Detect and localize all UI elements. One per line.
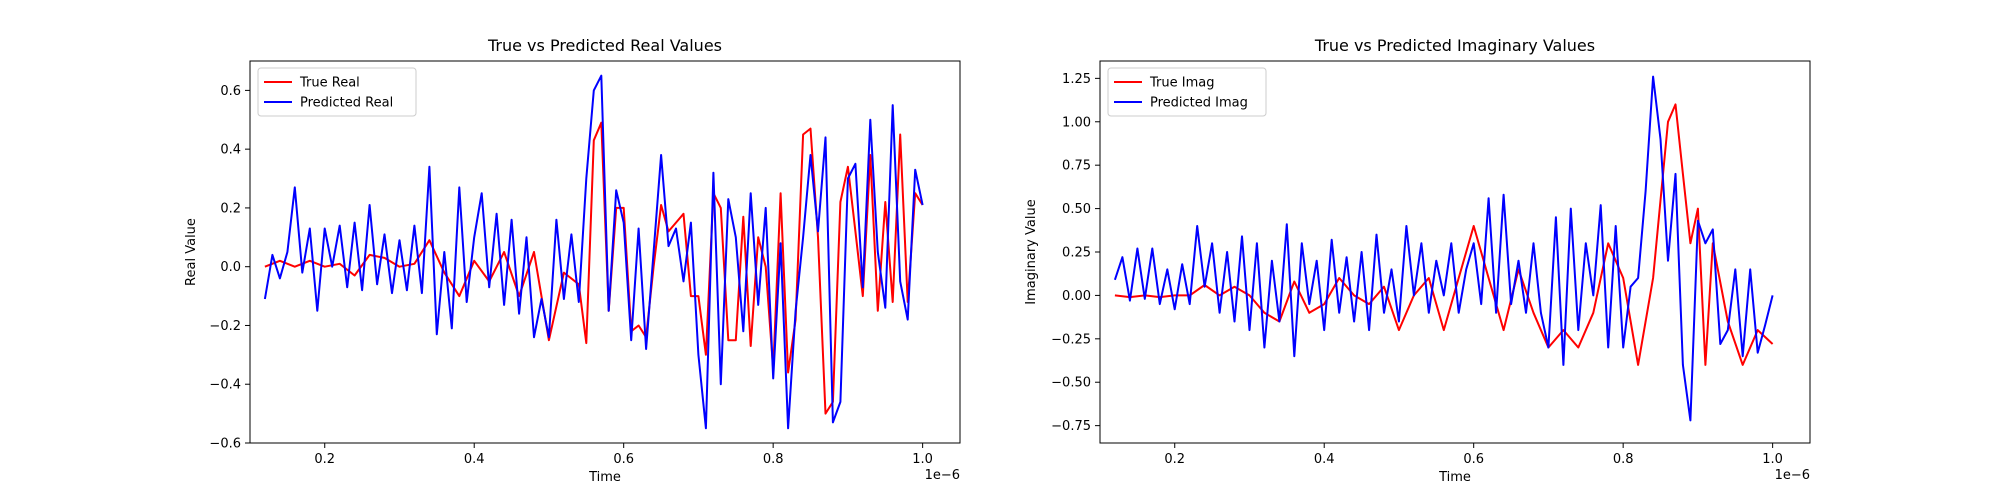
- y-tick-label: −0.75: [1051, 419, 1091, 434]
- x-offset-label: 1e−6: [1775, 468, 1810, 483]
- y-tick-label: 0.4: [220, 143, 241, 158]
- series-line-1: [1113, 75, 1774, 422]
- x-tick-label: 0.2: [314, 452, 335, 467]
- x-tick-label: 0.4: [464, 452, 485, 467]
- series-line-0: [1114, 103, 1774, 366]
- y-tick-label: −0.6: [209, 437, 241, 452]
- y-tick-label: 1.00: [1062, 115, 1091, 130]
- x-tick-label: 0.2: [1164, 452, 1185, 467]
- x-tick-label: 1.0: [912, 452, 933, 467]
- legend-label: Predicted Real: [300, 96, 393, 111]
- y-tick-label: 0.50: [1062, 202, 1091, 217]
- x-tick-label: 1.0: [1762, 452, 1783, 467]
- y-tick-label: 0.75: [1062, 159, 1091, 174]
- y-tick-label: 0.25: [1062, 246, 1091, 261]
- legend-label: Predicted Imag: [1150, 96, 1248, 111]
- y-tick-label: −0.50: [1051, 376, 1091, 391]
- chart-imaginary-values: 0.2 0.4 0.6 0.8 1.0 −0.75 −0.50 −0.25 0.00 0.25 0.…: [1024, 36, 1811, 485]
- legend-label: True Real: [299, 76, 360, 91]
- plot-area: [1099, 60, 1811, 444]
- x-offset-label: 1e−6: [925, 468, 960, 483]
- y-tick-label: −0.2: [209, 319, 241, 334]
- x-axis-label: Time: [588, 470, 621, 485]
- legend: True Imag Predicted Imag: [1107, 67, 1267, 117]
- y-tick-label: −0.4: [209, 378, 241, 393]
- y-tick-label: 0.6: [220, 84, 241, 99]
- chart-title: True vs Predicted Real Values: [487, 36, 722, 55]
- y-tick-label: −0.25: [1051, 332, 1091, 347]
- legend-box: [1107, 67, 1267, 117]
- series-line-1: [263, 74, 924, 430]
- legend-box: [257, 67, 417, 117]
- x-tick-label: 0.8: [1613, 452, 1634, 467]
- chart-real-values: 0.2 0.4 0.6 0.8 1.0 −0.6 −0.4 −0.2 0.0 0.2 0.4 0.6 T…: [184, 36, 961, 485]
- x-tick-label: 0.4: [1314, 452, 1335, 467]
- y-tick-label: 0.0: [220, 260, 241, 275]
- x-tick-label: 0.6: [613, 452, 634, 467]
- x-tick-label: 0.8: [763, 452, 784, 467]
- y-tick-label: 1.25: [1062, 72, 1091, 87]
- legend: True Real Predicted Real: [257, 67, 417, 117]
- y-tick-label: 0.00: [1062, 289, 1091, 304]
- legend-label: True Imag: [1149, 76, 1214, 91]
- chart-title: True vs Predicted Imaginary Values: [1314, 36, 1595, 55]
- y-tick-label: 0.2: [220, 201, 241, 216]
- x-axis-label: Time: [1438, 470, 1471, 485]
- y-axis-label: Imaginary Value: [1024, 199, 1039, 304]
- x-tick-label: 0.6: [1463, 452, 1484, 467]
- y-axis-label: Real Value: [184, 218, 199, 286]
- plot-area: [249, 60, 961, 444]
